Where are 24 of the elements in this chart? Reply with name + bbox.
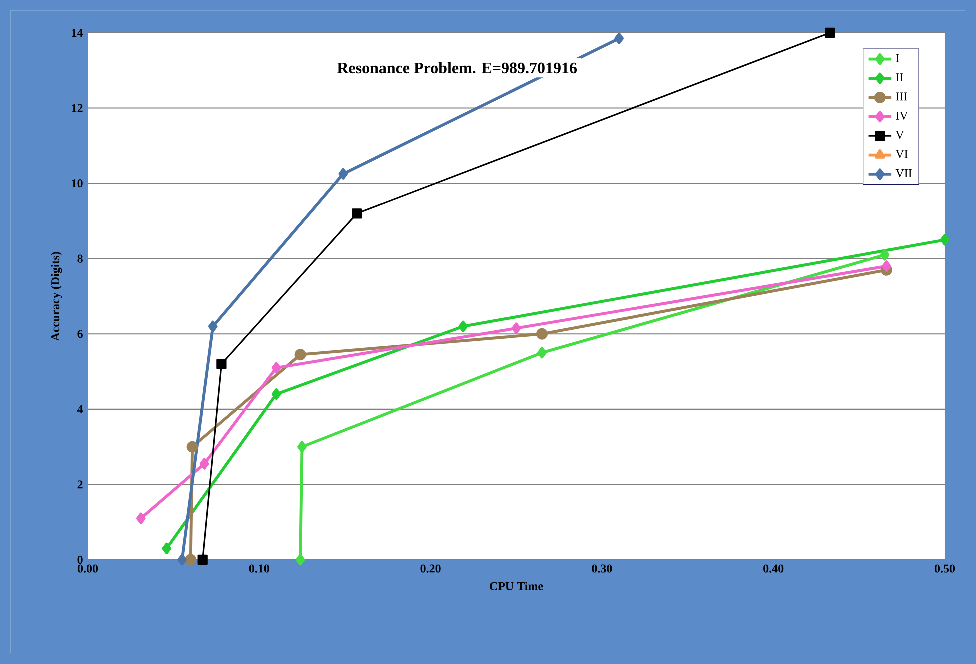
y-tick-label: 10 [72, 180, 83, 188]
y-tick-label: 2 [78, 480, 83, 489]
y-tick-label: 0 [78, 556, 83, 564]
text: Resonance Problem. E=989.701916 [337, 62, 578, 74]
legend-label: I [896, 54, 900, 62]
x-tick-label: 0.50 [934, 564, 956, 573]
legend-label: VII [896, 170, 912, 178]
y-tick-label: 14 [72, 29, 84, 37]
legend-label: VI [896, 150, 908, 158]
y-tick-label: 12 [72, 104, 83, 112]
x-tick-label: 0.30 [592, 564, 612, 573]
x-axis-title: CPU Time [490, 582, 544, 590]
y-tick-label: 4 [77, 405, 84, 414]
legend-label: IV [896, 112, 908, 120]
y-axis-title: Accuracy (Digits) [51, 252, 62, 342]
x-tick-label: 0.20 [420, 564, 441, 573]
legend-label: III [896, 92, 908, 101]
y-tick-label: 8 [78, 254, 83, 263]
x-tick-label: 0.00 [78, 564, 98, 573]
legend-label: II [896, 74, 904, 82]
legend-label: V [896, 131, 904, 140]
y-tick-label: 6 [78, 330, 83, 338]
x-tick-label: 0.10 [249, 564, 270, 573]
x-tick-label: 0.40 [764, 564, 784, 573]
